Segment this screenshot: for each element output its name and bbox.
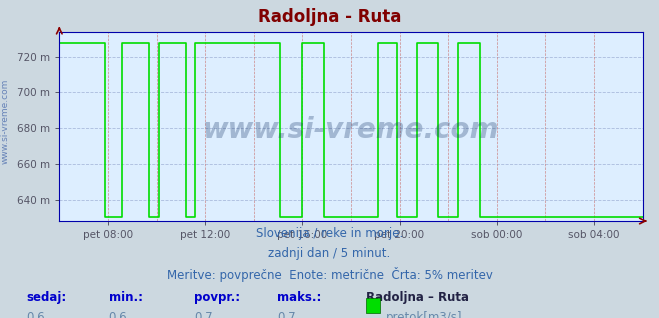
Text: 0,7: 0,7 (277, 311, 295, 318)
Text: sedaj:: sedaj: (26, 291, 67, 304)
Text: Radoljna – Ruta: Radoljna – Ruta (366, 291, 469, 304)
Text: povpr.:: povpr.: (194, 291, 241, 304)
Text: Radoljna - Ruta: Radoljna - Ruta (258, 8, 401, 26)
Text: 0,6: 0,6 (26, 311, 45, 318)
Text: www.si-vreme.com: www.si-vreme.com (203, 116, 499, 144)
Text: maks.:: maks.: (277, 291, 321, 304)
Text: pretok[m3/s]: pretok[m3/s] (386, 311, 462, 318)
Text: www.si-vreme.com: www.si-vreme.com (1, 78, 10, 163)
Text: min.:: min.: (109, 291, 143, 304)
Text: zadnji dan / 5 minut.: zadnji dan / 5 minut. (268, 247, 391, 260)
Text: Slovenija / reke in morje.: Slovenija / reke in morje. (256, 227, 403, 240)
Text: 0,7: 0,7 (194, 311, 213, 318)
Text: Meritve: povprečne  Enote: metrične  Črta: 5% meritev: Meritve: povprečne Enote: metrične Črta:… (167, 267, 492, 282)
Text: 0,6: 0,6 (109, 311, 127, 318)
